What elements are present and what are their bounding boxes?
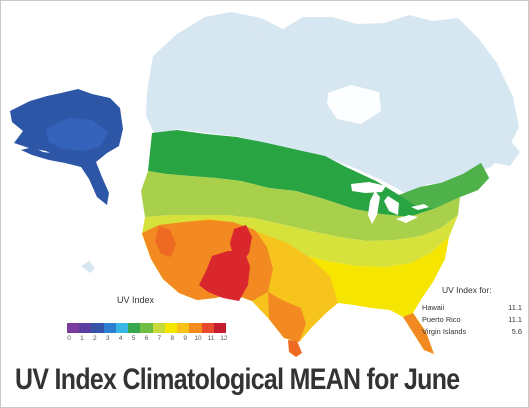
great-lake-huron — [384, 196, 399, 215]
legend-swatch — [103, 323, 116, 333]
legend-tick-label: 12 — [220, 335, 228, 342]
other-region-value: 11.1 — [508, 303, 522, 312]
other-region-value: 11.1 — [508, 315, 522, 324]
legend-swatch — [164, 323, 178, 333]
us-red-mountains — [230, 225, 252, 263]
alaska-brighter-band — [46, 118, 108, 151]
other-region-row-hawaii: Hawaii 11.1 — [422, 303, 522, 312]
hudson-bay — [327, 85, 381, 124]
legend-swatch — [128, 323, 141, 333]
great-lake-superior — [351, 182, 386, 193]
newfoundland — [492, 140, 520, 166]
arctic-island-1 — [215, 21, 264, 53]
other-region-value: 5.6 — [511, 327, 522, 336]
us-orange-texas — [268, 292, 306, 342]
us-orange-texas-south — [288, 340, 302, 357]
legend-swatch — [189, 323, 202, 333]
other-region-place: Puerto Rico — [422, 315, 461, 324]
page-title: UV Index Climatological MEAN for June — [15, 363, 460, 396]
us-orange-florida — [403, 313, 434, 354]
legend-swatch — [201, 323, 214, 333]
legend-swatch — [91, 323, 104, 333]
great-lake-ontario — [411, 204, 429, 210]
hawaii-shape — [81, 261, 95, 273]
other-region-row-virgin-islands: Virgin Islands 5.6 — [422, 327, 522, 336]
legend-tick-labels: 0 1 2 3 4 5 6 7 8 9 10 11 12 — [63, 335, 230, 342]
legend-swatch — [213, 323, 227, 333]
aleutian-islands — [21, 147, 87, 167]
legend-swatch — [152, 323, 165, 333]
legend-tick-label: 3 — [105, 335, 110, 342]
us-lime — [141, 171, 460, 241]
legend-tick-label: 2 — [93, 335, 97, 342]
legend-title: UV Index — [117, 295, 155, 305]
great-lake-michigan — [368, 191, 380, 224]
other-region-row-puerto-rico: Puerto Rico 11.1 — [422, 315, 522, 324]
legend-swatch — [177, 323, 190, 333]
greenland — [393, 28, 481, 115]
legend-tick-label: 8 — [170, 335, 175, 342]
legend-tick-label: 10 — [194, 335, 202, 342]
great-lake-erie — [396, 215, 418, 223]
other-region-place: Hawaii — [422, 303, 445, 312]
legend-swatch — [140, 323, 153, 333]
legend-swatch — [67, 323, 80, 333]
legend-swatch — [79, 323, 92, 333]
legend-tick-label: 7 — [157, 335, 162, 342]
legend-tick-label: 6 — [144, 335, 149, 342]
legend-tick-label: 1 — [80, 335, 84, 342]
legend-tick-label: 4 — [118, 335, 123, 342]
legend-tick-label: 11 — [207, 335, 215, 342]
other-region-title: UV Index for: — [442, 285, 492, 295]
legend-tick-label: 5 — [131, 335, 136, 342]
us-red-california — [155, 226, 176, 257]
legend-tick-label: 9 — [183, 335, 187, 342]
legend-swatch — [115, 323, 129, 333]
legend-tick-label: 0 — [67, 335, 71, 342]
us-red-southwest — [199, 251, 250, 301]
arctic-island-2 — [278, 23, 320, 49]
legend-color-bar — [67, 323, 227, 333]
other-region-place: Virgin Islands — [422, 327, 467, 336]
us-green-northeast — [399, 163, 489, 209]
